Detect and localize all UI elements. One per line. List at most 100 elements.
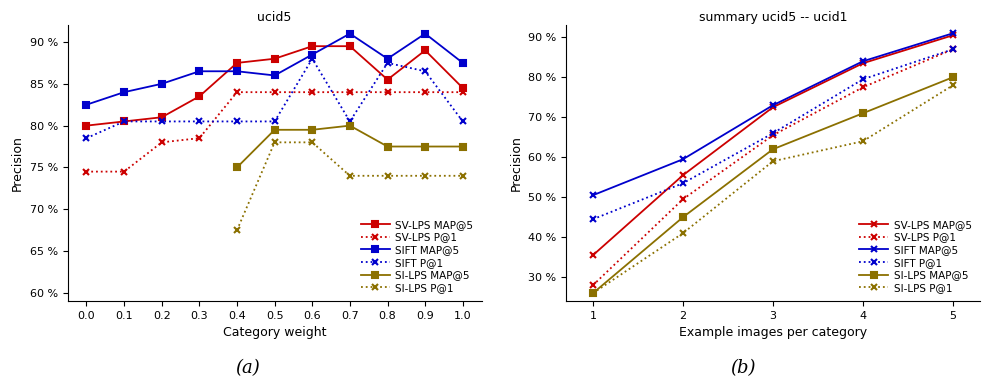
SIFT MAP@5	[231, 69, 243, 74]
Line: SV-LPS MAP@5: SV-LPS MAP@5	[83, 43, 466, 129]
SIFT P@1	[118, 119, 130, 124]
SIFT MAP@5	[269, 73, 280, 78]
SV-LPS MAP@5	[457, 86, 469, 90]
SIFT MAP@5	[419, 31, 431, 36]
SI-LPS P@1	[306, 140, 318, 145]
SIFT MAP@5	[767, 103, 779, 107]
Y-axis label: Precision: Precision	[509, 135, 522, 191]
Y-axis label: Precision: Precision	[11, 135, 24, 191]
SIFT P@1	[344, 119, 356, 124]
SI-LPS MAP@5	[947, 75, 959, 80]
SIFT MAP@5	[947, 31, 959, 35]
SV-LPS P@1	[80, 169, 92, 174]
Line: SV-LPS P@1: SV-LPS P@1	[590, 46, 956, 289]
SV-LPS P@1	[419, 90, 431, 94]
SI-LPS MAP@5	[457, 144, 469, 149]
SI-LPS MAP@5	[677, 215, 689, 219]
SV-LPS P@1	[344, 90, 356, 94]
SV-LPS MAP@5	[382, 77, 393, 82]
Line: SIFT MAP@5: SIFT MAP@5	[590, 30, 956, 199]
SV-LPS MAP@5	[193, 94, 205, 99]
Legend: SV-LPS MAP@5, SV-LPS P@1, SIFT MAP@5, SIFT P@1, SI-LPS MAP@5, SI-LPS P@1: SV-LPS MAP@5, SV-LPS P@1, SIFT MAP@5, SI…	[358, 217, 477, 296]
Title: summary ucid5 -- ucid1: summary ucid5 -- ucid1	[699, 11, 847, 24]
Legend: SV-LPS MAP@5, SV-LPS P@1, SIFT MAP@5, SIFT P@1, SI-LPS MAP@5, SI-LPS P@1: SV-LPS MAP@5, SV-LPS P@1, SIFT MAP@5, SI…	[856, 217, 975, 296]
SI-LPS MAP@5	[767, 147, 779, 152]
SIFT MAP@5	[80, 103, 92, 107]
SIFT P@1	[947, 47, 959, 52]
SIFT MAP@5	[857, 59, 869, 64]
SI-LPS MAP@5	[419, 144, 431, 149]
SV-LPS MAP@5	[118, 119, 130, 124]
SI-LPS MAP@5	[382, 144, 393, 149]
SI-LPS MAP@5	[857, 111, 869, 115]
SIFT P@1	[269, 119, 280, 124]
SV-LPS P@1	[231, 90, 243, 94]
SIFT P@1	[306, 57, 318, 61]
SV-LPS P@1	[767, 133, 779, 138]
SIFT P@1	[156, 119, 167, 124]
SI-LPS MAP@5	[587, 291, 599, 296]
SI-LPS MAP@5	[231, 165, 243, 170]
SV-LPS MAP@5	[587, 253, 599, 257]
SI-LPS P@1	[344, 173, 356, 178]
SV-LPS P@1	[118, 169, 130, 174]
Line: SIFT P@1: SIFT P@1	[83, 55, 467, 142]
SIFT MAP@5	[344, 31, 356, 36]
SI-LPS MAP@5	[344, 123, 356, 128]
SI-LPS P@1	[231, 228, 243, 232]
SIFT P@1	[231, 119, 243, 124]
SV-LPS P@1	[382, 90, 393, 94]
Line: SIFT MAP@5: SIFT MAP@5	[83, 31, 466, 108]
SV-LPS P@1	[269, 90, 280, 94]
SI-LPS P@1	[947, 83, 959, 87]
Line: SIFT P@1: SIFT P@1	[590, 46, 956, 223]
X-axis label: Example images per category: Example images per category	[679, 326, 867, 340]
SI-LPS P@1	[767, 159, 779, 164]
SV-LPS P@1	[857, 85, 869, 89]
Line: SV-LPS MAP@5: SV-LPS MAP@5	[590, 32, 956, 259]
SV-LPS MAP@5	[269, 57, 280, 61]
SV-LPS MAP@5	[419, 48, 431, 53]
SIFT MAP@5	[587, 193, 599, 198]
SV-LPS P@1	[677, 197, 689, 201]
SV-LPS P@1	[457, 90, 469, 94]
SI-LPS P@1	[857, 139, 869, 144]
SIFT P@1	[193, 119, 205, 124]
SI-LPS MAP@5	[306, 127, 318, 132]
Text: (a): (a)	[236, 359, 260, 377]
SV-LPS P@1	[947, 47, 959, 52]
SIFT P@1	[419, 69, 431, 74]
SV-LPS MAP@5	[344, 44, 356, 49]
SV-LPS MAP@5	[767, 105, 779, 110]
SI-LPS P@1	[269, 140, 280, 145]
Text: (b): (b)	[730, 359, 756, 377]
Line: SI-LPS P@1: SI-LPS P@1	[590, 82, 956, 297]
SIFT P@1	[587, 217, 599, 222]
SV-LPS P@1	[306, 90, 318, 94]
X-axis label: Category weight: Category weight	[223, 326, 326, 340]
Line: SI-LPS MAP@5: SI-LPS MAP@5	[590, 74, 956, 296]
SI-LPS P@1	[677, 231, 689, 236]
SIFT MAP@5	[156, 81, 167, 86]
SIFT MAP@5	[306, 52, 318, 57]
SIFT P@1	[80, 136, 92, 140]
SIFT P@1	[457, 119, 469, 124]
SV-LPS MAP@5	[947, 33, 959, 38]
SV-LPS MAP@5	[231, 61, 243, 65]
SIFT P@1	[857, 77, 869, 81]
SIFT MAP@5	[382, 57, 393, 61]
SIFT MAP@5	[193, 69, 205, 74]
Line: SI-LPS MAP@5: SI-LPS MAP@5	[234, 123, 466, 170]
SIFT MAP@5	[457, 61, 469, 65]
Title: ucid5: ucid5	[258, 11, 291, 24]
SV-LPS MAP@5	[156, 115, 167, 120]
SI-LPS P@1	[587, 291, 599, 296]
SIFT MAP@5	[118, 90, 130, 94]
SV-LPS MAP@5	[80, 123, 92, 128]
SV-LPS MAP@5	[306, 44, 318, 49]
SV-LPS P@1	[587, 283, 599, 288]
SIFT P@1	[677, 181, 689, 185]
SI-LPS P@1	[419, 173, 431, 178]
SV-LPS P@1	[193, 136, 205, 140]
SI-LPS MAP@5	[269, 127, 280, 132]
